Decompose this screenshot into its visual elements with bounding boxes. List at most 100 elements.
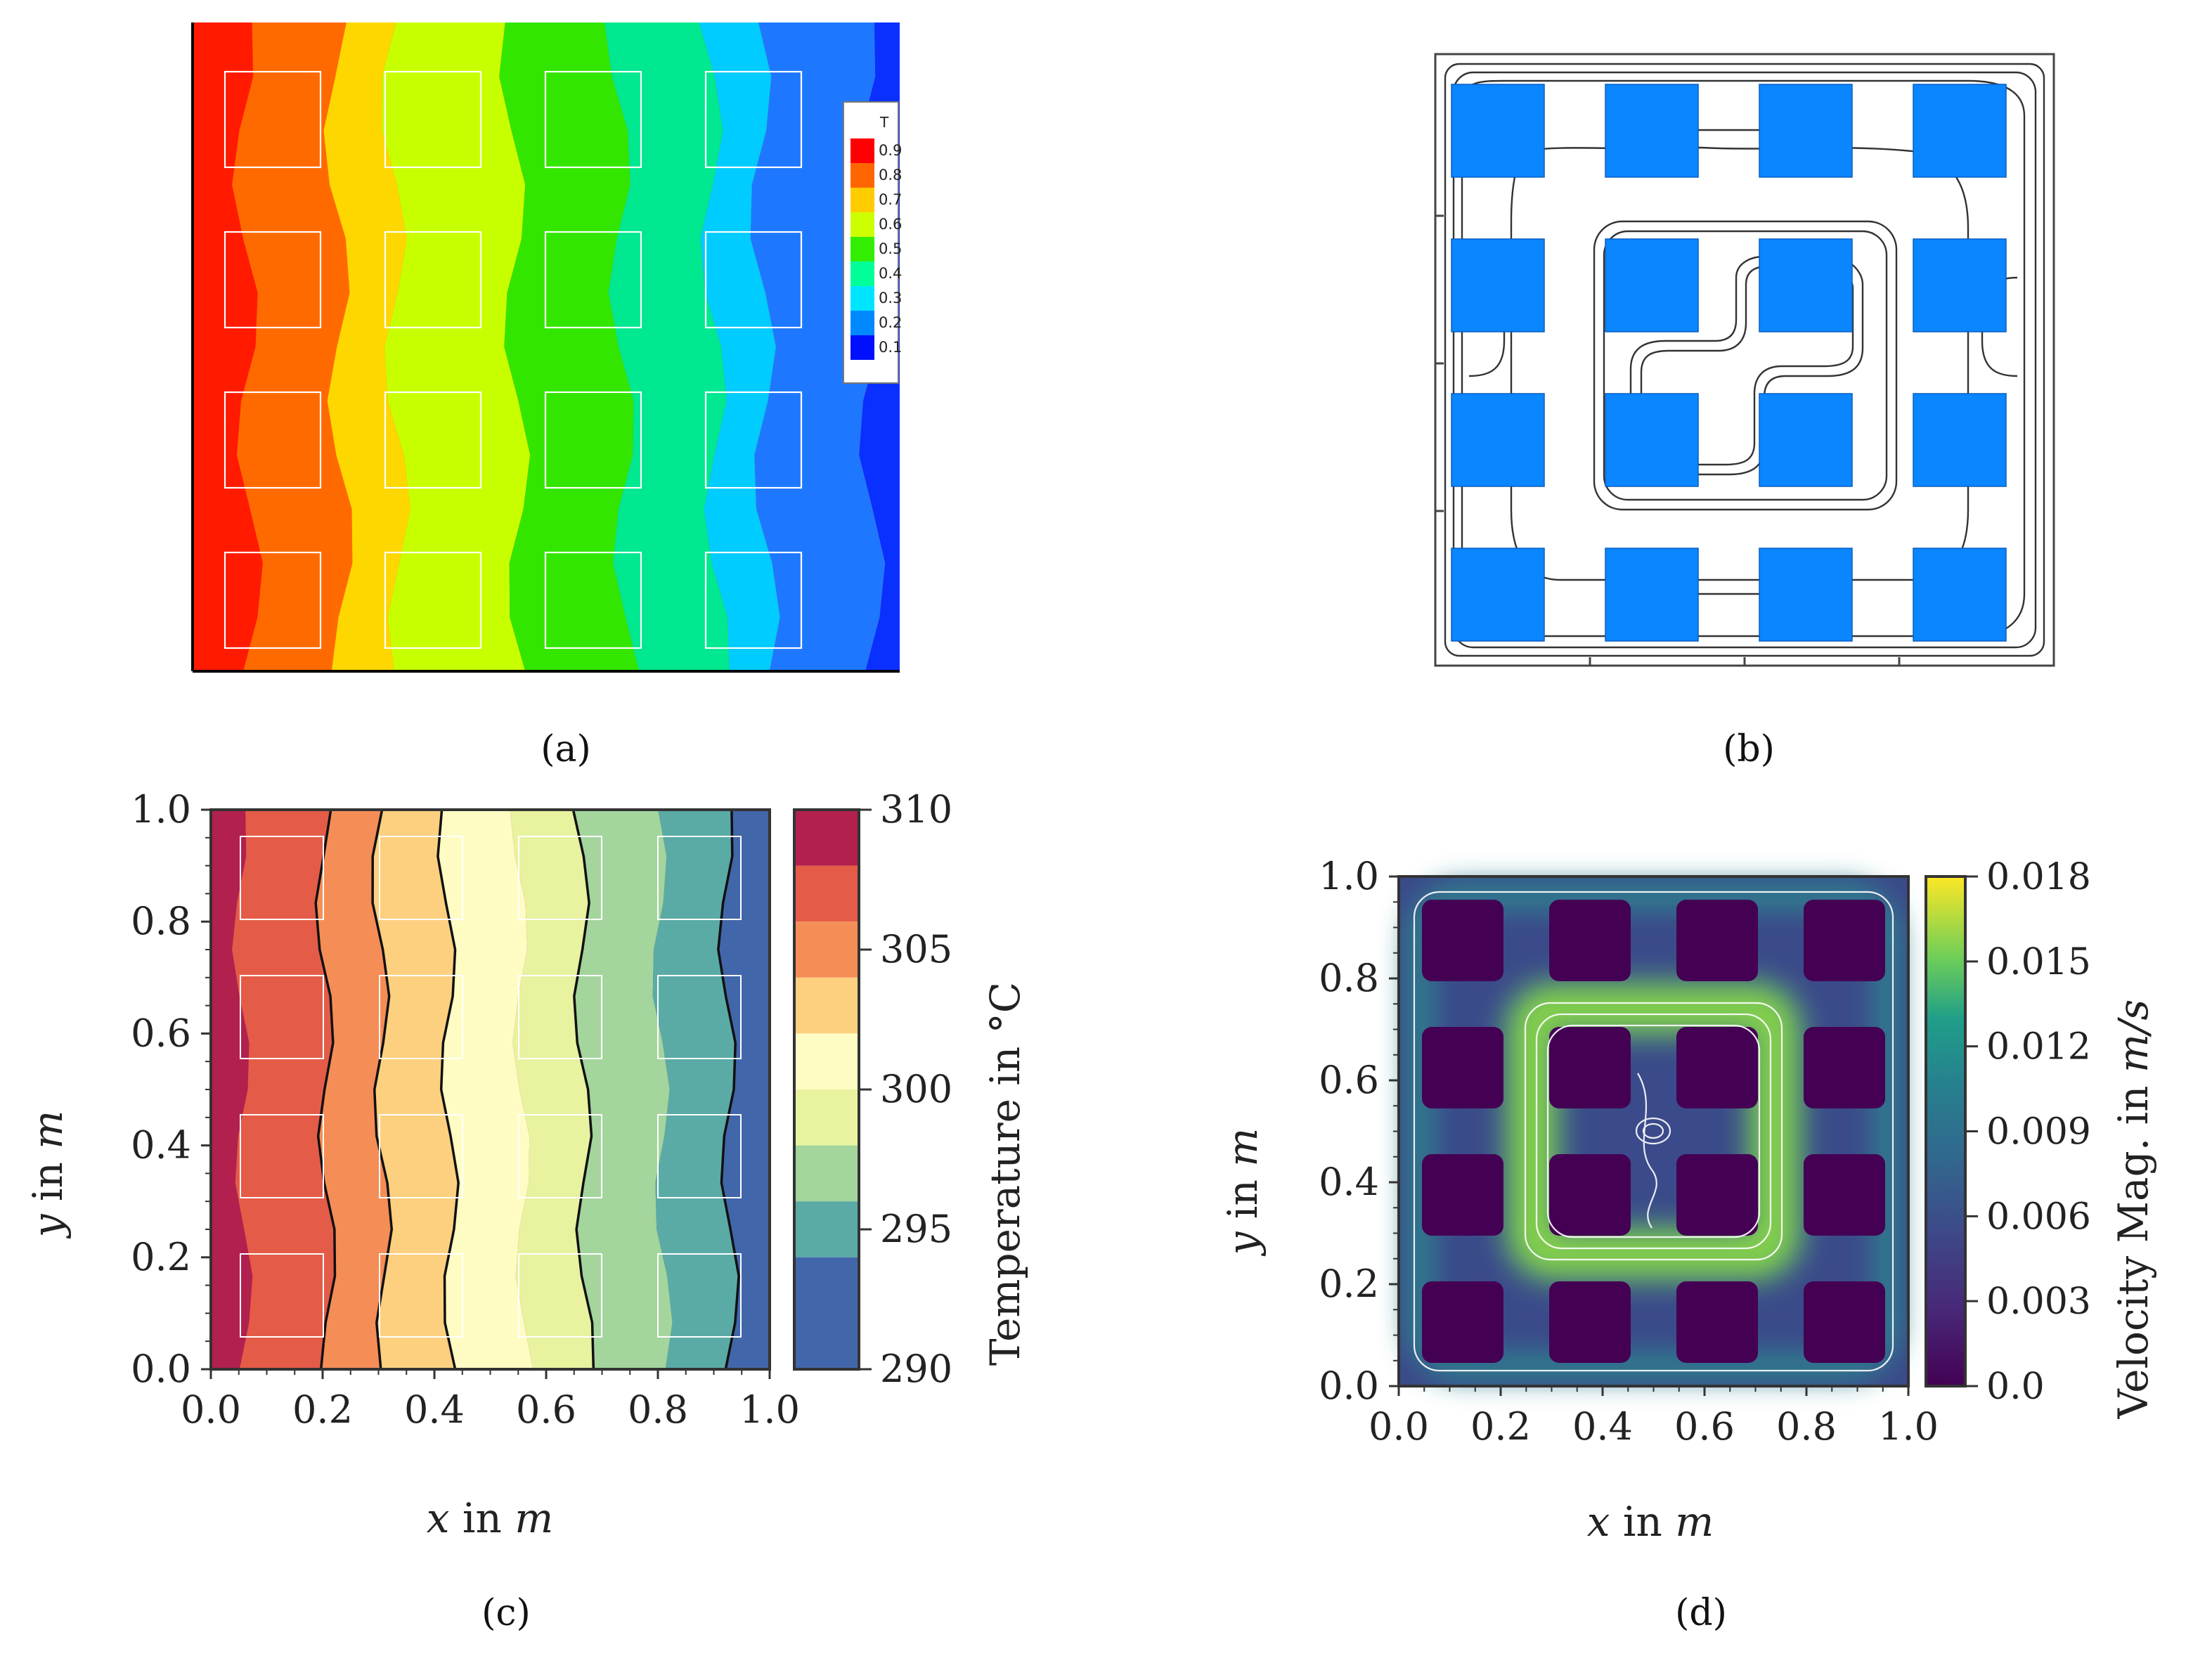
panel-a-band-6 xyxy=(699,22,780,671)
panel-c-xtick-label: 0.2 xyxy=(292,1387,353,1432)
panel-c-ytick-label: 0.4 xyxy=(131,1123,191,1167)
panel-c-colorbar-level xyxy=(794,1033,859,1089)
panel-c-block-outline xyxy=(379,975,463,1059)
panel-c-ytick-label: 0.6 xyxy=(131,1011,191,1055)
panel-b-block xyxy=(1451,548,1545,642)
panel-a-band-5 xyxy=(604,22,730,671)
panel-d-block xyxy=(1804,1154,1885,1236)
panel-c-ytick-label: 1.0 xyxy=(131,787,191,832)
panel-a-band-4 xyxy=(499,22,640,671)
panel-d-block xyxy=(1676,1154,1758,1236)
panel-b-block xyxy=(1913,548,2007,642)
panel-c-ytick-label: 0.2 xyxy=(131,1235,191,1279)
legend-tick-label: 0.3 xyxy=(879,290,902,306)
panel-d-ytick-label: 0.4 xyxy=(1319,1160,1379,1204)
panel-b-block xyxy=(1759,84,1853,178)
panel-c-colorbar-tick-label: 290 xyxy=(880,1347,952,1391)
panel-c-colorbar-level xyxy=(794,1201,859,1257)
panel-b-block xyxy=(1759,393,1853,487)
panel-c-xtick-label: 0.0 xyxy=(181,1387,241,1432)
panel-d-block xyxy=(1422,1154,1503,1236)
panel-d-colorbar: 0.018 0.015 0.012 0.009 0.006 0.003 0.0 xyxy=(1925,856,2091,1408)
panel-c-colorbar-level xyxy=(794,1089,859,1146)
panel-c-isoline xyxy=(436,809,460,1370)
panel-a-blocks xyxy=(224,70,803,649)
panel-d-xtick-label: 0.0 xyxy=(1369,1404,1429,1449)
panel-a-band-1 xyxy=(232,22,353,671)
panel-c-xtick-label: 0.8 xyxy=(628,1387,688,1432)
panel-d-block xyxy=(1549,1027,1631,1108)
panel-d-xtick-label: 0.6 xyxy=(1674,1404,1735,1449)
panel-c-band-3 xyxy=(373,810,459,1369)
legend-tick-label: 0.1 xyxy=(879,339,902,356)
panel-c-block-outline xyxy=(657,1253,742,1338)
panel-a: T 0.9 0.8 0.7 0.6 0.5 0.4 0.3 0.2 0.1 xyxy=(191,22,902,673)
panel-a-band-3 xyxy=(382,22,531,671)
legend-tick-label: 0.6 xyxy=(879,216,902,233)
panel-a-block-outline xyxy=(224,70,322,169)
panel-b-block xyxy=(1451,84,1545,178)
panel-b-block xyxy=(1913,393,2007,487)
panel-c-block-outline xyxy=(518,1253,602,1338)
panel-d-block xyxy=(1676,1027,1758,1108)
panel-b-block xyxy=(1605,548,1699,642)
legend-tick-label: 0.7 xyxy=(879,191,902,208)
legend-tick-label: 0.2 xyxy=(879,314,902,331)
panel-c-colorbar-label: Temperature in °C xyxy=(981,982,1029,1366)
panel-a-block-outline xyxy=(384,391,482,489)
panel-c-ytick-label: 0.0 xyxy=(131,1347,191,1391)
panel-c-colorbar-level xyxy=(794,865,859,922)
legend-tick-label: 0.8 xyxy=(879,167,902,183)
panel-c-isoline xyxy=(571,809,595,1370)
panel-c-block-outline xyxy=(657,1114,742,1198)
legend-title: T xyxy=(879,114,889,131)
caption-d: (d) xyxy=(1675,1592,1727,1634)
panel-d-streamline xyxy=(1637,1073,1657,1229)
panel-d-streamline xyxy=(1524,1002,1783,1261)
panel-a-block-outline xyxy=(704,391,803,489)
panel-c-block-outline xyxy=(379,1253,463,1338)
panel-a-block-outline xyxy=(704,70,803,169)
panel-b-block xyxy=(1913,238,2007,332)
panel-b-block xyxy=(1913,84,2007,178)
panel-c-block-outline xyxy=(240,975,324,1059)
panel-d: 0.0 0.2 0.4 0.6 0.8 1.0 0.0 0.2 0.4 0.6 0.8 1.0 0.0… xyxy=(1219,854,2157,1546)
panel-d-xtick-label: 0.2 xyxy=(1470,1404,1531,1449)
panel-a-block-outline xyxy=(544,551,642,649)
legend-tick-label: 0.5 xyxy=(879,240,902,257)
panel-d-block xyxy=(1676,1281,1758,1363)
panel-c-colorbar: 310 305 300 295 290 xyxy=(793,787,952,1391)
legend-swatch xyxy=(850,237,874,261)
legend-tick-label: 0.9 xyxy=(879,142,902,159)
legend-swatch xyxy=(850,212,874,237)
panel-d-xtick-label: 0.4 xyxy=(1572,1404,1633,1449)
panel-c-xtick-label: 1.0 xyxy=(739,1387,800,1432)
panel-d-block xyxy=(1549,1154,1631,1236)
panel-c-block-outline xyxy=(657,836,742,920)
panel-d-block xyxy=(1422,1281,1503,1363)
panel-d-inner-loop-halo xyxy=(1499,975,1809,1288)
panel-b xyxy=(1434,53,2055,667)
legend-swatch xyxy=(850,286,874,311)
panel-a-block-outline xyxy=(384,551,482,649)
panel-a-block-outline xyxy=(384,231,482,329)
panel-c-band-4 xyxy=(437,810,533,1369)
panel-c-band-5 xyxy=(510,810,594,1369)
panel-c-xtick-label: 0.4 xyxy=(404,1387,465,1432)
panel-d-streamline xyxy=(1535,1013,1772,1250)
panel-c-colorbar-tick-label: 295 xyxy=(880,1207,952,1251)
panel-c-colorbar-level xyxy=(794,1257,859,1369)
panel-d-plot: 0.0 0.2 0.4 0.6 0.8 1.0 0.0 0.2 0.4 0.6 0.8 1.0 xyxy=(1319,854,1939,1449)
panel-c-isoline xyxy=(717,809,740,1370)
panel-a-block-outline xyxy=(544,231,642,329)
panel-d-velocity-glow xyxy=(1406,882,1901,1380)
panel-a-band-0 xyxy=(193,22,263,671)
panel-d-block xyxy=(1549,900,1631,981)
panel-d-block xyxy=(1676,900,1758,981)
panel-b-block xyxy=(1605,393,1699,487)
panel-d-colorbar-tick-label: 0.012 xyxy=(1986,1026,2091,1068)
legend-swatch xyxy=(850,188,874,212)
panel-b-block xyxy=(1759,548,1853,642)
panel-c-band-6 xyxy=(573,810,673,1369)
panel-a-block-outline xyxy=(544,391,642,489)
